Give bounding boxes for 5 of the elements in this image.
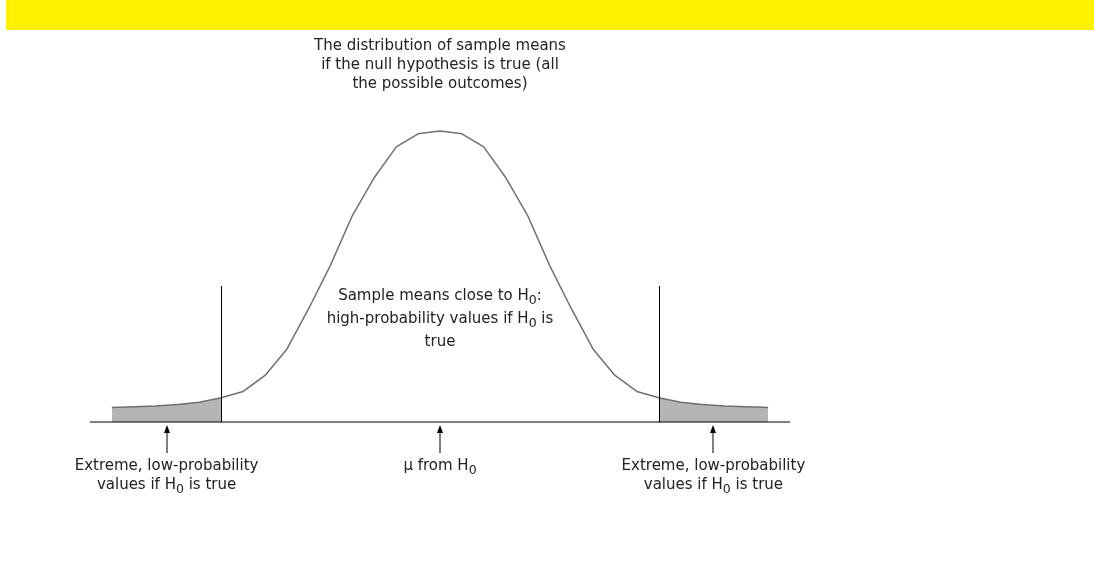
chart-title: The distribution of sample means if the null hypothesis is true (all the possible outcomes) [313, 36, 567, 93]
text: Extreme, low-probability values if H$_{0}$ is true [620, 456, 807, 498]
text: Sample means close to H$_{0}$: high-probability values if H$_{0}$ is true [326, 286, 554, 350]
text: Extreme, low-probability values if H$_{0}$ is true [73, 456, 260, 498]
text: μ from H$_{0}$ [402, 456, 478, 479]
